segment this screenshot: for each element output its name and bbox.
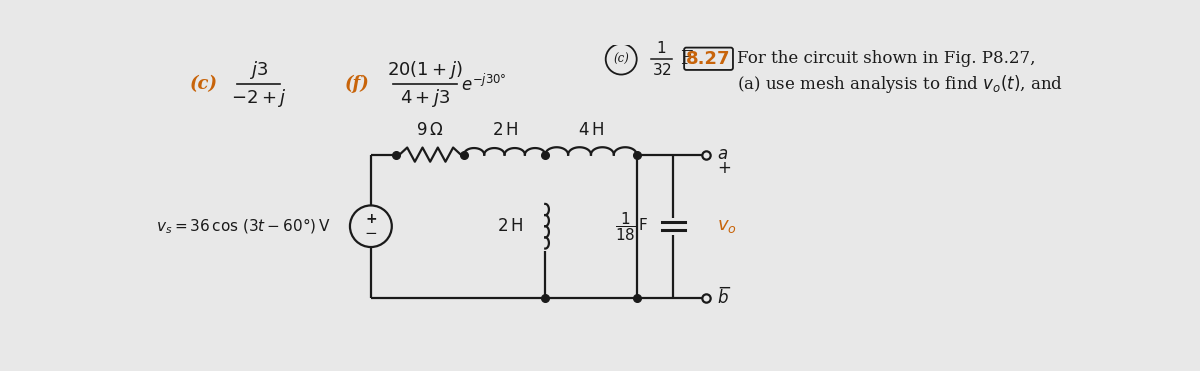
- Text: $+$: $+$: [718, 160, 732, 177]
- Text: $4+j3$: $4+j3$: [400, 87, 450, 109]
- Text: $2\,\mathrm{H}$: $2\,\mathrm{H}$: [492, 122, 517, 139]
- Text: $-$: $-$: [718, 278, 732, 296]
- Text: $9\,\Omega$: $9\,\Omega$: [416, 122, 444, 139]
- Text: $-2+j$: $-2+j$: [230, 87, 287, 109]
- Text: $e^{-j30°}$: $e^{-j30°}$: [461, 73, 506, 94]
- Text: $20(1+j)$: $20(1+j)$: [388, 59, 463, 81]
- Text: (c): (c): [191, 75, 218, 93]
- Text: $\dfrac{1}{18}\,\mathrm{F}$: $\dfrac{1}{18}\,\mathrm{F}$: [614, 210, 648, 243]
- Text: (f): (f): [346, 75, 370, 93]
- Text: $1$: $1$: [656, 40, 667, 56]
- Text: $b$: $b$: [718, 289, 730, 307]
- Text: $2\,\mathrm{H}$: $2\,\mathrm{H}$: [498, 218, 523, 235]
- Text: 8.27: 8.27: [686, 50, 731, 68]
- Text: (a) use mesh analysis to find $v_o(t)$, and: (a) use mesh analysis to find $v_o(t)$, …: [737, 73, 1063, 95]
- Text: $v_s = 36\,\cos\,(3t - 60°)\,\mathrm{V}$: $v_s = 36\,\cos\,(3t - 60°)\,\mathrm{V}$: [156, 217, 330, 236]
- Text: $v_o$: $v_o$: [718, 217, 737, 235]
- Text: $32$: $32$: [652, 62, 672, 78]
- Text: (c): (c): [613, 53, 629, 66]
- Text: For the circuit shown in Fig. P8.27,: For the circuit shown in Fig. P8.27,: [737, 50, 1036, 67]
- Text: F.: F.: [680, 50, 696, 68]
- Text: −: −: [365, 226, 377, 242]
- Text: $4\,\mathrm{H}$: $4\,\mathrm{H}$: [578, 122, 604, 139]
- Text: +: +: [365, 211, 377, 226]
- Text: $j3$: $j3$: [248, 59, 268, 81]
- Text: $a$: $a$: [718, 146, 728, 163]
